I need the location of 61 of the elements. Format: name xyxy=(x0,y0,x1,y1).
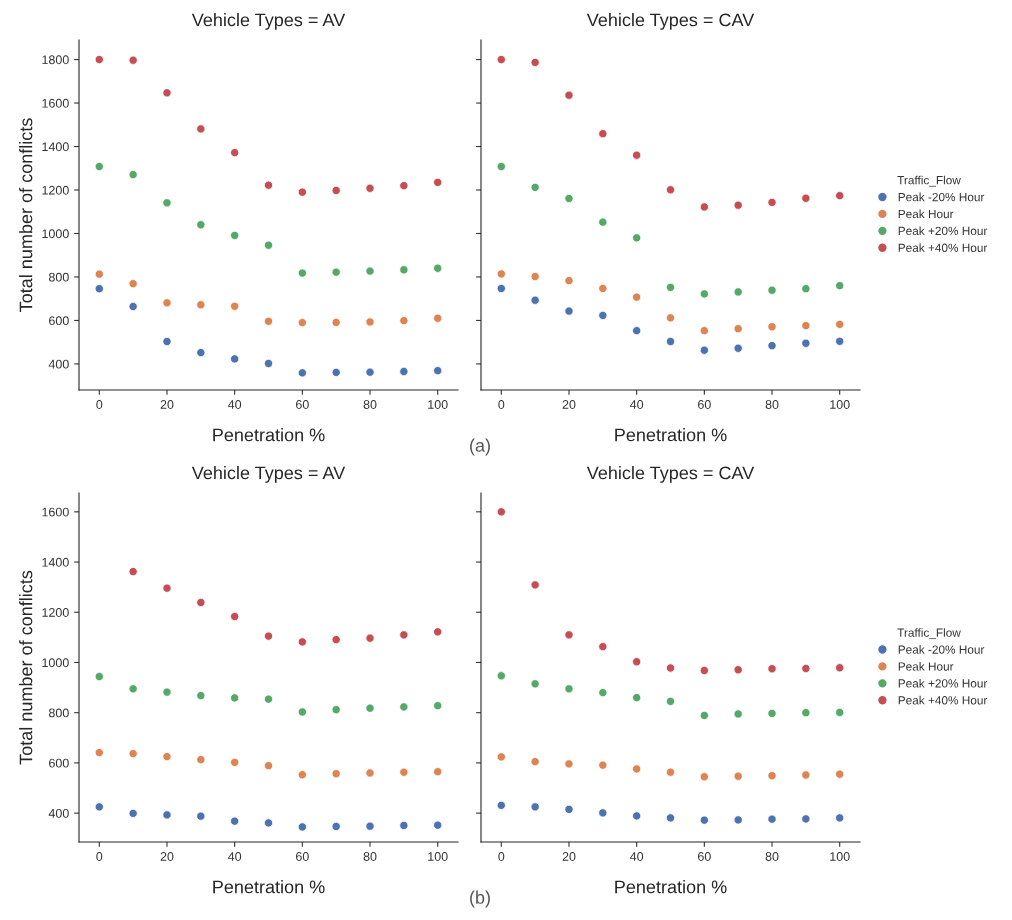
y-tick-label: 1400 xyxy=(42,557,69,567)
y-tick-label: 800 xyxy=(48,708,69,718)
y-tick-label: 600 xyxy=(49,316,69,326)
x-tick-label: 100 xyxy=(830,852,850,861)
y-tick-label: 1600 xyxy=(42,98,69,108)
legend-label: Peak +40% Hour xyxy=(898,243,988,252)
chart-title: Vehicle Types = CAV xyxy=(586,13,755,30)
x-tick-label: 20 xyxy=(562,852,576,861)
x-tick-label: 0 xyxy=(498,852,505,861)
y-tick-label: 600 xyxy=(49,758,69,768)
chart-title: Vehicle Types = AV xyxy=(191,466,346,483)
y-tick-label: 1200 xyxy=(42,185,69,195)
y-tick-label: 400 xyxy=(48,808,69,818)
x-tick-label: 100 xyxy=(428,400,448,409)
x-tick-label: 60 xyxy=(296,400,309,409)
x-tick-label: 20 xyxy=(160,400,174,409)
y-tick-label: 1000 xyxy=(42,658,69,668)
x-tick-label: 60 xyxy=(698,852,711,861)
y-tick-label: 400 xyxy=(48,359,69,369)
x-tick-label: 80 xyxy=(765,852,779,861)
x-tick-label: 100 xyxy=(428,852,448,861)
y-axis-title: Total number of conflicts xyxy=(19,118,33,312)
legend-label: Peak +20% Hour xyxy=(898,226,988,236)
x-tick-label: 40 xyxy=(630,400,644,409)
legend-label: Peak Hour xyxy=(898,662,954,671)
y-tick-label: 1200 xyxy=(42,608,69,617)
x-tick-label: 60 xyxy=(698,400,711,409)
legend-label: Peak +40% Hour xyxy=(898,695,988,705)
x-tick-label: 60 xyxy=(296,852,309,861)
x-tick-label: 40 xyxy=(228,400,242,409)
x-tick-label: 0 xyxy=(96,852,103,861)
y-tick-label: 1400 xyxy=(42,142,69,152)
x-axis-title: Penetration % xyxy=(213,880,325,894)
legend-label: Peak +20% Hour xyxy=(898,678,988,688)
x-tick-label: 0 xyxy=(96,400,103,409)
x-axis-title: Penetration % xyxy=(213,428,325,442)
x-tick-label: 80 xyxy=(765,400,779,409)
legend-label: Peak -20% Hour xyxy=(898,645,985,654)
y-tick-label: 1600 xyxy=(42,507,69,517)
x-tick-label: 100 xyxy=(830,400,850,409)
x-tick-label: 20 xyxy=(160,852,174,861)
x-tick-label: 80 xyxy=(363,400,377,409)
x-tick-label: 80 xyxy=(363,852,377,861)
x-axis-title: Penetration % xyxy=(615,428,727,442)
legend-label: Peak Hour xyxy=(898,209,954,219)
legend-title: Traffic_Flow xyxy=(897,175,961,187)
y-tick-label: 1800 xyxy=(42,55,69,65)
legend-label: Peak -20% Hour xyxy=(898,192,985,202)
chart-title: Vehicle Types = CAV xyxy=(586,466,755,483)
legend-title: Traffic_Flow xyxy=(897,628,961,640)
y-axis-title: Total number of conflicts xyxy=(19,570,33,765)
y-tick-label: 1000 xyxy=(42,229,69,239)
x-tick-label: 40 xyxy=(228,852,242,861)
text: (a) xyxy=(470,438,490,456)
chart-title: Vehicle Types = AV xyxy=(191,13,346,30)
x-tick-label: 40 xyxy=(630,852,644,861)
x-axis-title: Penetration % xyxy=(615,880,727,894)
x-tick-label: 20 xyxy=(562,400,576,409)
y-tick-label: 800 xyxy=(48,272,69,282)
text: (b) xyxy=(470,890,490,908)
x-tick-label: 0 xyxy=(498,400,505,409)
